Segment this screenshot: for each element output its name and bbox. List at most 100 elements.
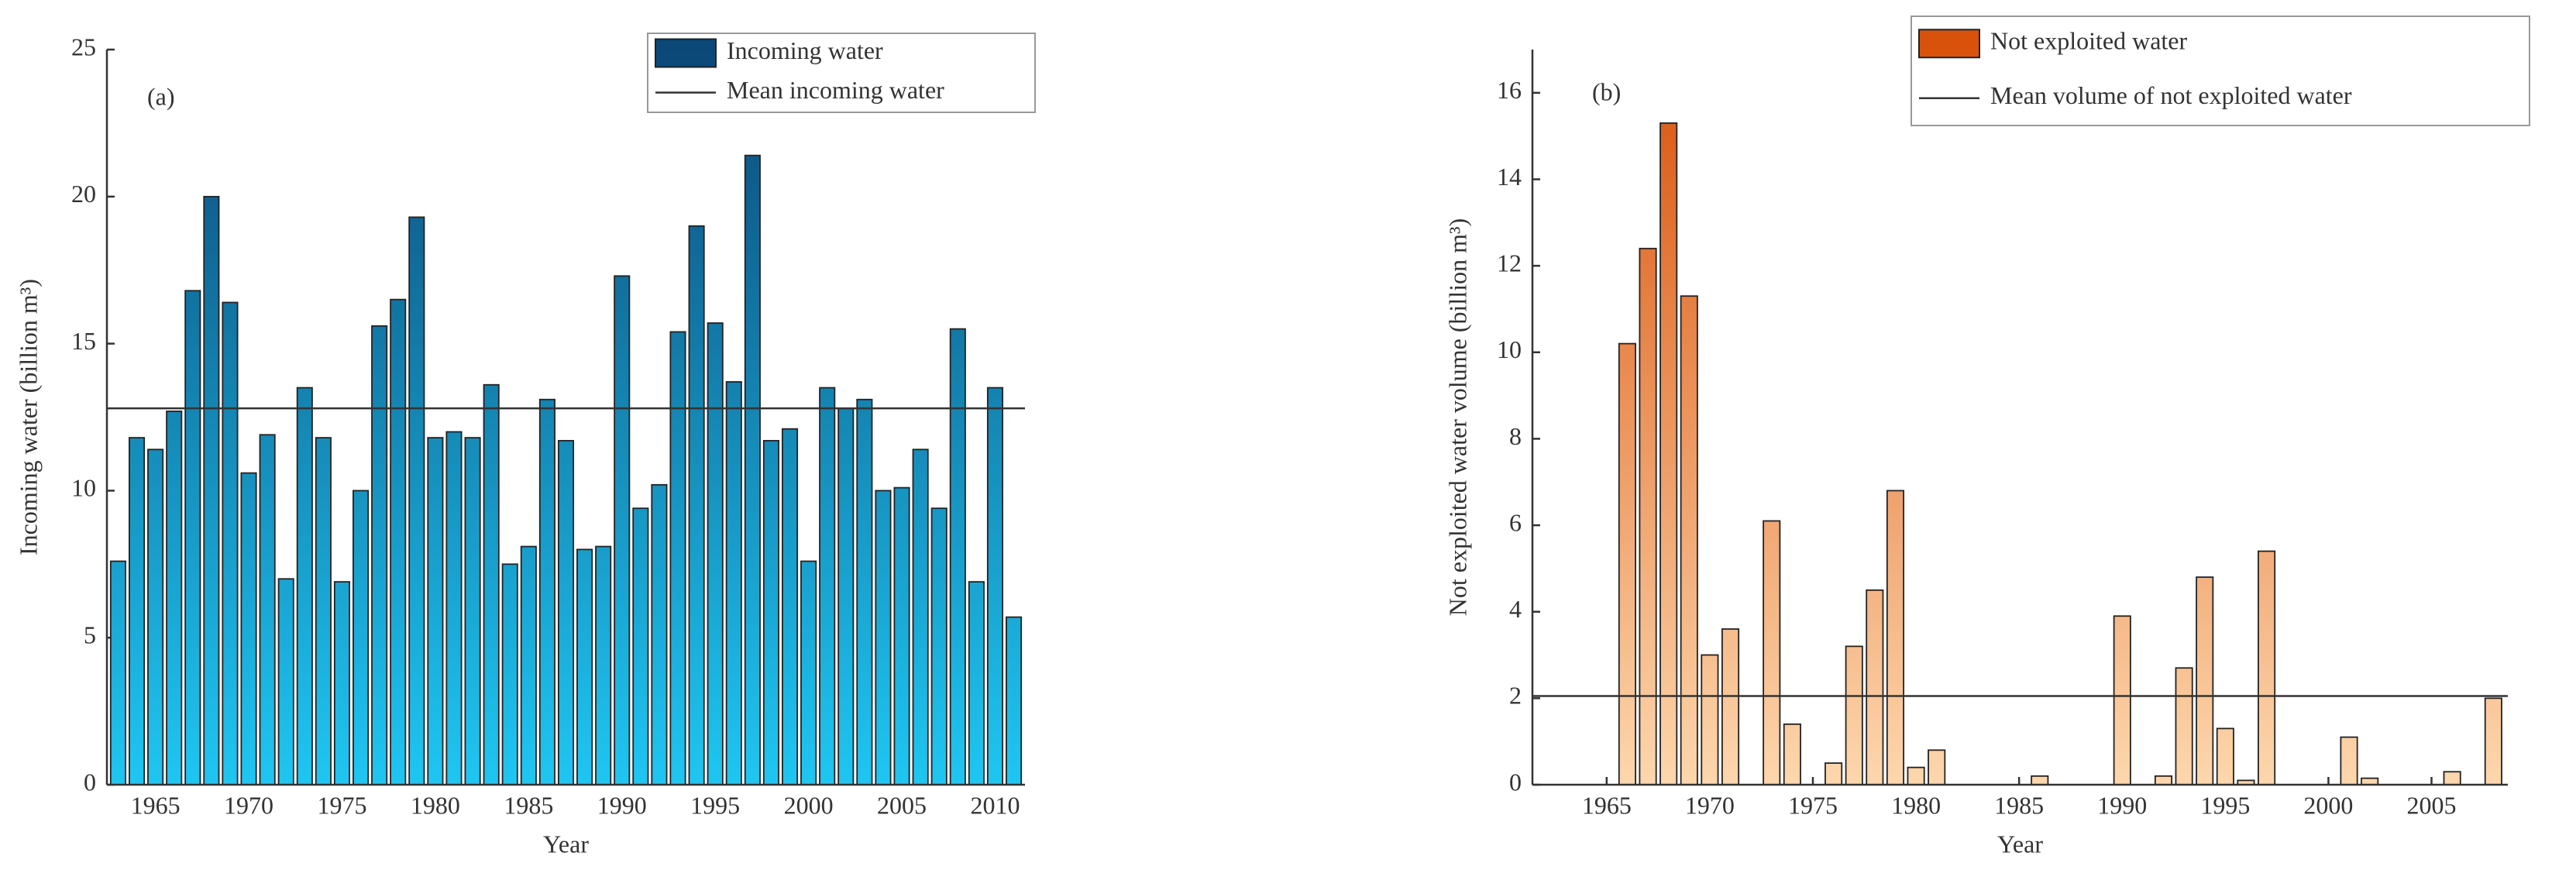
legend-box: [647, 33, 1036, 113]
bar: [240, 472, 257, 785]
y-tick-label: 10: [1497, 335, 1522, 363]
x-tick-label: 1975: [1788, 791, 1838, 819]
bar: [875, 490, 892, 785]
x-tick-label: 2005: [2407, 791, 2457, 819]
bar: [259, 434, 276, 785]
bar: [819, 387, 836, 785]
bar: [1866, 589, 1884, 785]
panel-label: (a): [147, 82, 175, 110]
x-tick-label: 2000: [784, 791, 834, 819]
bar: [2443, 771, 2461, 785]
y-tick-label: 20: [71, 180, 96, 208]
panel-label: (b): [1592, 77, 1621, 105]
bar: [296, 387, 313, 785]
x-tick-label: 1975: [317, 791, 366, 819]
bar: [1721, 628, 1740, 785]
x-tick-label: 1980: [411, 791, 460, 819]
x-tick-label: 2005: [877, 791, 927, 819]
y-axis-label: Not exploited water volume (billion m³): [1443, 218, 1471, 616]
bar: [669, 331, 686, 785]
x-tick-label: 1965: [1582, 791, 1632, 819]
bar: [1886, 490, 1905, 785]
y-tick-label: 14: [1497, 163, 1522, 191]
x-tick-label: 2010: [970, 791, 1020, 819]
y-tick-label: 5: [84, 621, 96, 649]
bar: [2031, 775, 2049, 785]
y-tick-label: 12: [1497, 249, 1522, 277]
bar: [688, 225, 705, 785]
x-tick-label: 1970: [224, 791, 273, 819]
y-tick-label: 4: [1509, 595, 1522, 623]
x-tick-label: 1990: [2097, 791, 2147, 819]
bar: [1845, 645, 1863, 785]
bar: [1618, 342, 1636, 785]
x-axis-label: Year: [543, 830, 589, 858]
bar: [1680, 295, 1698, 785]
x-axis-label: Year: [1997, 830, 2043, 858]
bar: [595, 545, 612, 785]
bar: [277, 578, 294, 785]
y-tick-label: 0: [1509, 768, 1522, 796]
bar: [129, 437, 146, 785]
bar: [333, 581, 351, 785]
y-tick-label: 8: [1509, 422, 1522, 450]
x-tick-label: 1965: [131, 791, 181, 819]
bar: [2113, 615, 2131, 785]
y-tick-label: 2: [1509, 682, 1522, 710]
bar: [912, 449, 929, 785]
bar: [1763, 520, 1781, 785]
bar: [464, 437, 481, 785]
bar: [371, 325, 388, 785]
bar: [203, 195, 220, 785]
bar: [408, 216, 425, 785]
bar: [166, 411, 183, 785]
bar: [2196, 576, 2214, 785]
bar: [2216, 727, 2234, 785]
bar: [445, 431, 463, 785]
x-tick-label: 2000: [2303, 791, 2353, 819]
bar: [520, 545, 537, 785]
bar: [614, 275, 631, 785]
bar: [986, 387, 1003, 785]
legend-swatch: [655, 38, 717, 68]
legend-label: Incoming water: [727, 36, 883, 64]
bar: [483, 383, 500, 785]
bar: [538, 398, 555, 785]
bar: [353, 490, 370, 785]
bar: [1006, 616, 1023, 785]
y-tick-label: 16: [1497, 76, 1522, 104]
bar: [2340, 736, 2358, 785]
bar: [576, 548, 593, 785]
legend-box: [1911, 15, 2530, 126]
legend-label: Mean incoming water: [727, 76, 944, 104]
bar: [1639, 247, 1657, 785]
bar: [390, 298, 407, 785]
y-tick-label: 15: [71, 327, 96, 355]
bar: [949, 328, 966, 785]
bar: [1701, 654, 1719, 785]
y-axis-label: Incoming water (billion m³): [14, 279, 42, 555]
bar: [427, 437, 444, 785]
bar: [315, 437, 332, 785]
bar: [968, 581, 985, 785]
bar: [2361, 777, 2379, 785]
x-tick-label: 1980: [1891, 791, 1941, 819]
bar: [184, 290, 201, 785]
x-tick-label: 1995: [690, 791, 740, 819]
bar: [930, 507, 948, 785]
x-tick-label: 1995: [2200, 791, 2250, 819]
bar: [837, 407, 855, 785]
bar: [147, 449, 164, 785]
x-tick-label: 1985: [504, 791, 553, 819]
legend-label: Not exploited water: [1990, 27, 2187, 55]
bar: [1825, 762, 1843, 785]
bar: [222, 301, 239, 785]
bar: [632, 507, 649, 785]
bar: [725, 381, 742, 785]
bar: [744, 154, 761, 785]
y-tick-label: 25: [71, 33, 96, 60]
bar: [2258, 550, 2276, 785]
bar: [781, 428, 799, 785]
y-tick-label: 6: [1509, 508, 1522, 536]
